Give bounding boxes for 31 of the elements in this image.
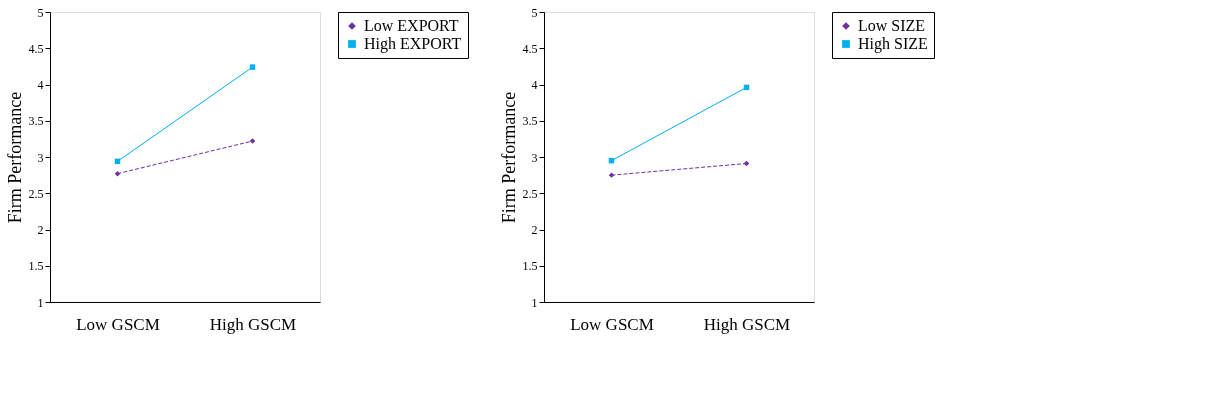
legend-label: High EXPORT (364, 35, 462, 53)
point (249, 138, 256, 144)
y-tick-label: 1 (37, 295, 44, 310)
y-tick-label: 2 (531, 223, 538, 237)
x-tick-label: High GSCM (209, 314, 297, 334)
x-tick-label: Low GSCM (76, 314, 160, 334)
legend-label: Low SIZE (858, 17, 926, 34)
y-tick-label: 4 (37, 78, 44, 92)
legend-label: Low EXPORT (364, 17, 459, 34)
y-axis-title: Firm Performance (4, 91, 25, 224)
x-tick-label: Low GSCM (570, 314, 654, 334)
y-tick-label: 4 (531, 78, 538, 92)
y-tick-label: 4.5 (28, 41, 44, 56)
point (249, 64, 256, 70)
y-axis-title: Firm Performance (498, 91, 519, 224)
y-tick-label: 1.5 (522, 259, 538, 274)
y-tick-label: 2.5 (28, 186, 44, 201)
point (608, 172, 615, 178)
y-tick-label: 1 (531, 295, 538, 310)
y-tick-label: 2 (37, 223, 44, 237)
y-tick-label: 1.5 (28, 259, 44, 274)
y-tick-label: 5 (531, 5, 538, 20)
y-tick-label: 3.5 (28, 114, 44, 129)
legend-label: High SIZE (858, 35, 928, 53)
y-tick-label: 5 (37, 5, 44, 20)
y-tick-label: 3.5 (522, 114, 538, 129)
y-tick-label: 3 (531, 150, 538, 165)
y-tick-label: 3 (37, 150, 44, 165)
y-tick-label: 2.5 (522, 186, 538, 201)
x-tick-label: High GSCM (703, 314, 791, 334)
y-tick-label: 4.5 (522, 41, 538, 56)
